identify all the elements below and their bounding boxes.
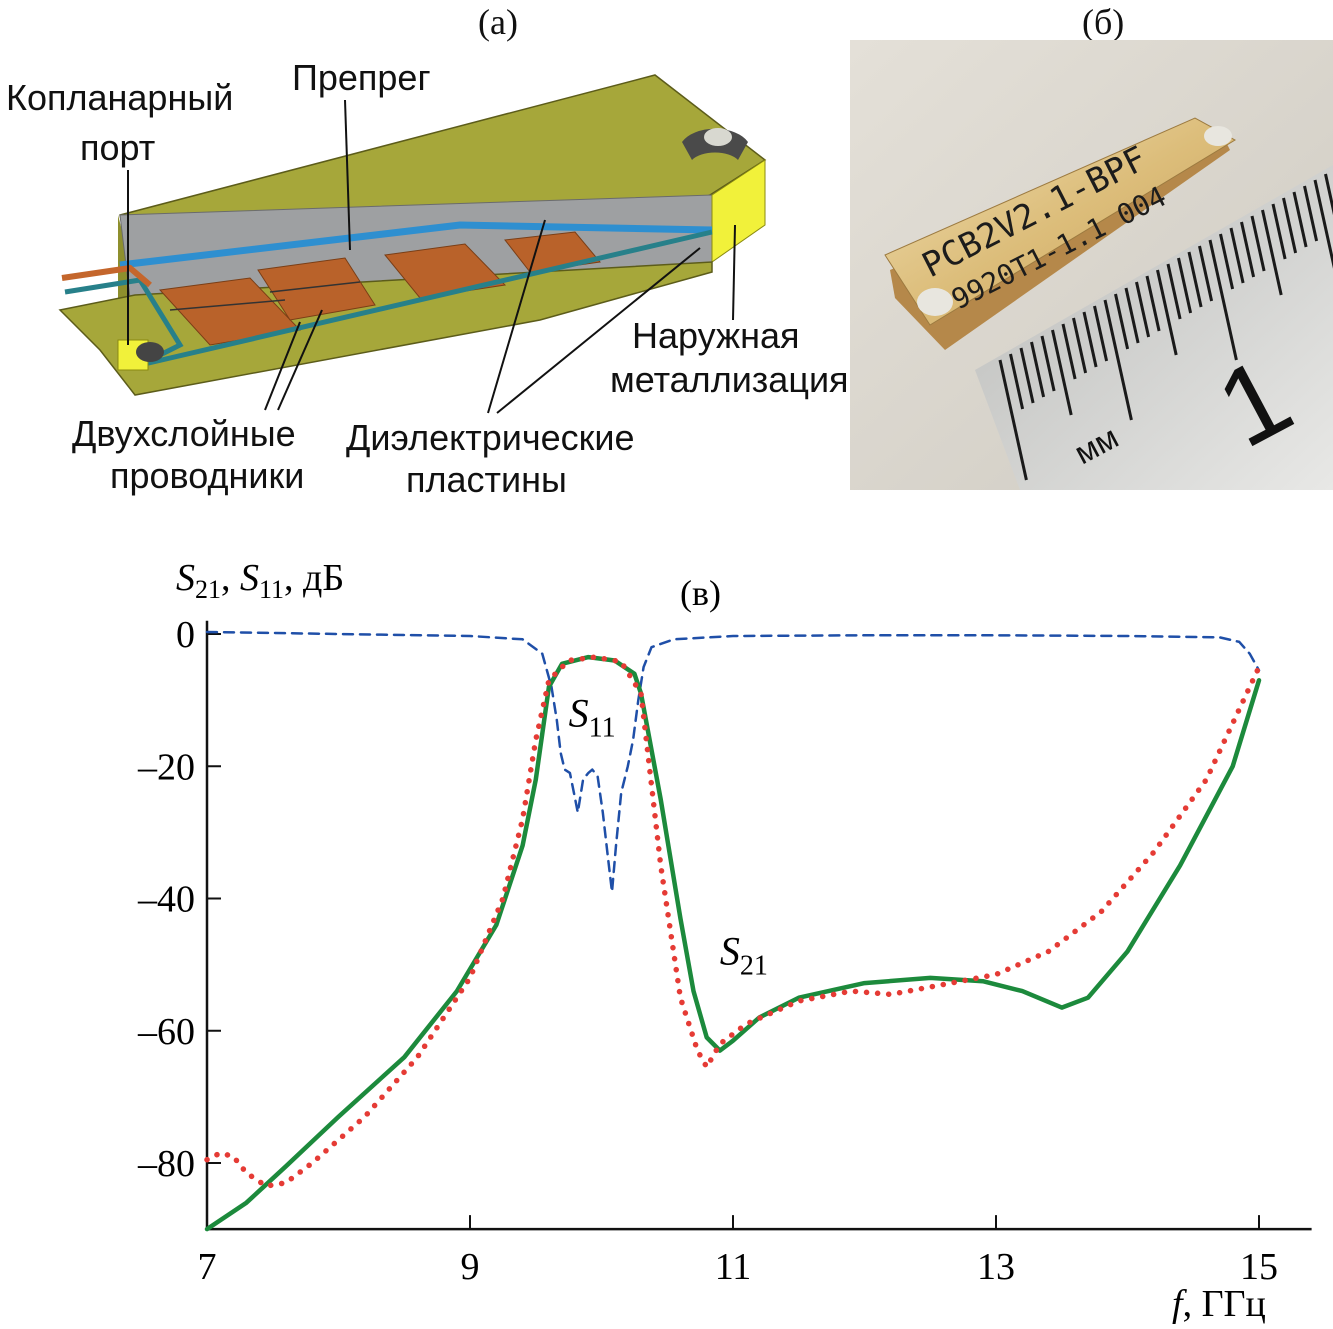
leader-dielectric-2	[496, 247, 701, 414]
y-label-s21-sub: 21	[195, 575, 221, 604]
chart-series	[204, 630, 1262, 1232]
leader-dielectric-1	[487, 219, 546, 414]
chip-hole-left	[917, 288, 953, 316]
y-label-s21: S	[176, 557, 195, 599]
ruler-tick	[1145, 275, 1161, 332]
ruler-tick	[1009, 353, 1025, 410]
x-ticks: 7 9 11 13 15	[198, 1215, 1278, 1288]
panel-label-c: (в)	[680, 573, 721, 613]
x-tick-label: 15	[1240, 1246, 1278, 1288]
x-tick-label: 13	[977, 1246, 1015, 1288]
series-s11-line	[205, 630, 1261, 894]
filter-photo: PCB2V2.1-BPF 9920T1-1.1 004 мм 1	[850, 40, 1333, 490]
annotation-s11: S11	[569, 691, 616, 744]
ruler-tick	[1219, 233, 1235, 290]
copper-feed-line	[61, 264, 152, 288]
y-tick-label: 0	[176, 614, 195, 656]
series-s21-sim-line	[204, 654, 1262, 1232]
ruler-tick	[1282, 197, 1298, 254]
ruler-tick	[1324, 173, 1333, 216]
y-ticks: 0 –20 –40 –60 –80	[137, 614, 221, 1185]
ruler-ticks	[998, 173, 1333, 481]
x-tick-label: 11	[715, 1246, 752, 1288]
series-s21-meas-line	[204, 654, 1262, 1189]
ruler-tick	[1303, 185, 1319, 242]
label-outer-metallization-2: металлизация	[610, 359, 849, 400]
label-prepreg: Препрег	[292, 57, 431, 98]
chip-hole-right	[1204, 126, 1232, 146]
outer-metallization-cap	[711, 159, 766, 263]
x-tick-label: 7	[198, 1246, 217, 1288]
port-hole-top-inner	[704, 128, 732, 146]
ruler-tick	[1187, 251, 1203, 308]
ruler-tick	[1061, 323, 1077, 380]
ruler-tick	[1177, 257, 1193, 314]
y-tick-label: –80	[137, 1143, 195, 1185]
y-label-s11: S	[240, 557, 259, 599]
x-label-unit: , ГГц	[1183, 1283, 1266, 1325]
leader-prepreg	[344, 99, 351, 251]
ruler-tick	[1040, 335, 1056, 392]
ruler-tick	[998, 359, 1028, 481]
chip-top	[884, 117, 1236, 326]
label-dielectric-1: Диэлектрические	[346, 417, 635, 458]
label-dielectric-2: пластины	[406, 459, 567, 500]
panel-label-a: (а)	[478, 2, 518, 42]
ruler-tick	[1271, 203, 1287, 260]
ruler-tick	[1261, 209, 1283, 296]
leader-conductor-1	[264, 321, 301, 411]
panel-label-b: (б)	[1082, 2, 1125, 42]
ruler-tick	[1198, 245, 1214, 302]
label-outer-metallization-1: Наружная	[632, 315, 800, 356]
y-tick-label: –60	[137, 1011, 195, 1053]
ruler-tick	[1124, 287, 1140, 344]
ruler-tick	[1292, 191, 1308, 248]
x-tick-label: 9	[461, 1246, 480, 1288]
ruler-tick	[1250, 215, 1266, 272]
leader-conductor-2	[277, 309, 323, 411]
ruler	[975, 165, 1333, 490]
ruler-tick	[1135, 281, 1151, 338]
label-coplanar-port-2: порт	[80, 127, 156, 168]
ruler-tick	[1156, 269, 1178, 356]
ruler-tick	[1103, 299, 1133, 421]
y-tick-label: –20	[137, 746, 195, 788]
ruler-tick	[1166, 263, 1182, 320]
chart-axes	[205, 620, 1312, 1231]
y-axis-label: S21, S11, дБ	[176, 557, 344, 604]
label-coplanar-port-1: Копланарный	[6, 77, 234, 118]
ruler-tick	[1093, 305, 1109, 362]
filter-3d-diagram	[58, 74, 767, 414]
ruler-tick	[1072, 317, 1088, 374]
y-label-s11-sub: 11	[259, 575, 284, 604]
y-label-sep: ,	[221, 557, 240, 599]
label-two-layer-1: Двухслойные	[72, 413, 296, 454]
chart-annotations: S11 S21	[569, 691, 768, 982]
x-axis-label: f, ГГц	[1172, 1283, 1266, 1325]
ruler-tick	[1240, 221, 1256, 278]
teal-trace	[64, 229, 713, 368]
ruler-tick	[1082, 311, 1098, 368]
ruler-tick	[1051, 329, 1073, 416]
y-label-unit: , дБ	[284, 557, 344, 599]
annotation-s21: S21	[720, 929, 768, 982]
ruler-tick	[1229, 227, 1245, 284]
coplanar-port-hole	[136, 342, 164, 362]
copper-conductor-3	[384, 243, 507, 299]
ruler-tick	[1313, 179, 1333, 269]
prepreg-layer	[119, 221, 713, 269]
copper-conductor-2	[257, 257, 376, 321]
ruler-tick	[1019, 347, 1035, 404]
y-tick-label: –40	[137, 879, 195, 921]
leader-metallization	[732, 224, 736, 321]
label-two-layer-2: проводники	[110, 455, 305, 496]
ruler-tick	[1030, 341, 1046, 398]
ruler-tick	[1114, 293, 1130, 350]
ruler-tick	[1208, 239, 1238, 361]
conductor-slot-1	[169, 299, 286, 311]
conductor-slot-2	[269, 281, 361, 293]
